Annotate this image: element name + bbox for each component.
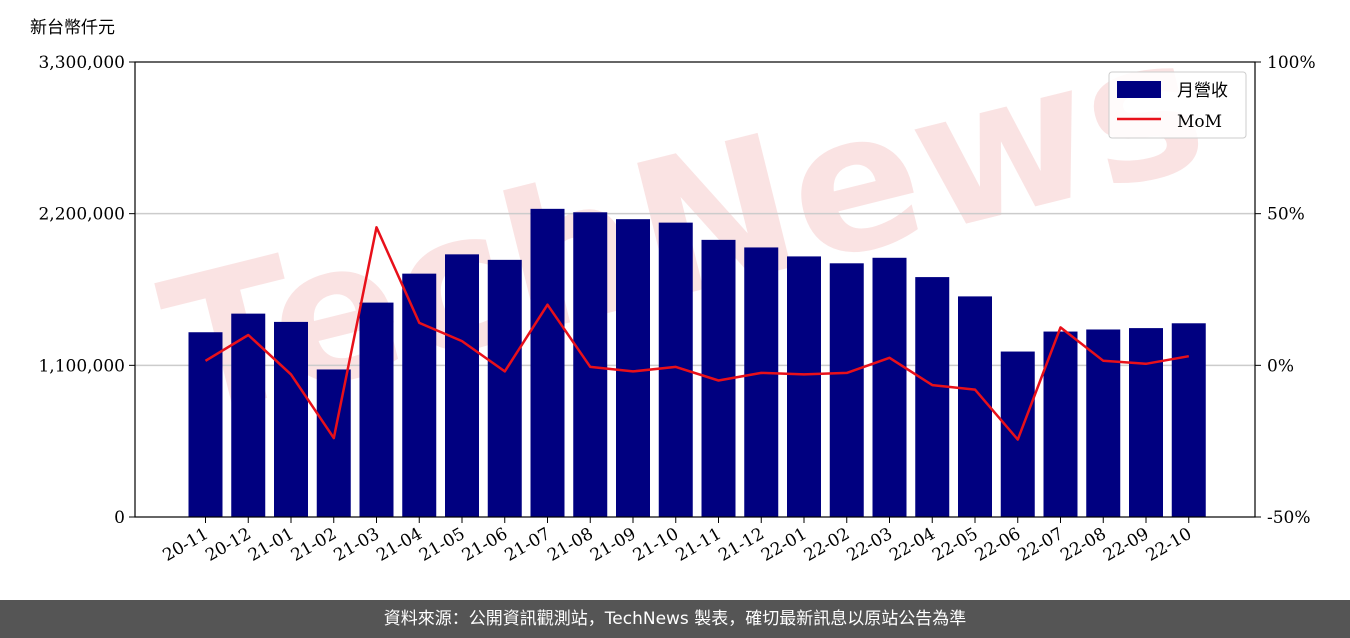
right-tick-label: -50%	[1267, 508, 1311, 528]
revenue-chart: TechNews 新台幣仟元 01,100,0002,200,0003,300,…	[30, 0, 1316, 566]
left-tick-label: 3,300,000	[38, 53, 125, 73]
source-footer: 資料來源：公開資訊觀測站，TechNews 製表，確切最新訊息以原站公告為準	[0, 600, 1350, 638]
revenue-bar	[872, 257, 907, 517]
revenue-bar	[231, 313, 266, 517]
legend-bar-swatch	[1117, 81, 1161, 98]
x-tick-label: 21-01	[245, 524, 297, 566]
legend: 月營收 MoM	[1108, 71, 1247, 139]
x-tick-label: 21-08	[544, 524, 596, 566]
mom-line	[204, 226, 1190, 441]
x-tick-label: 21-09	[587, 524, 639, 566]
revenue-bar	[445, 254, 479, 517]
x-tick-label: 21-07	[502, 524, 554, 566]
x-tick-label: 22-02	[801, 524, 853, 566]
x-tick-label: 22-10	[1143, 524, 1195, 566]
x-tick-label: 22-05	[929, 524, 981, 566]
revenue-bar	[1000, 351, 1035, 517]
revenue-bar	[359, 302, 394, 517]
right-tick-label: 0%	[1267, 356, 1294, 376]
x-tick-label: 22-08	[1057, 524, 1109, 566]
revenue-bar	[744, 247, 779, 518]
x-tick-label: 22-03	[844, 524, 896, 566]
mom-series	[204, 226, 1190, 441]
left-axis: 0 1,100,000 2,200,000 3,300,000	[38, 53, 135, 528]
x-tick-label: 21-06	[459, 524, 511, 566]
x-tick-label: 20-12	[202, 524, 254, 566]
x-tick-label: 20-11	[160, 524, 212, 566]
x-tick-label: 21-03	[331, 524, 383, 566]
x-tick-label: 22-06	[972, 524, 1024, 566]
revenue-bar	[274, 321, 308, 517]
revenue-bar	[1043, 331, 1078, 517]
x-tick-label: 21-05	[416, 524, 468, 566]
x-tick-label: 22-01	[758, 524, 810, 566]
revenue-bar	[487, 259, 522, 517]
left-tick-label: 0	[114, 508, 125, 528]
revenue-bar	[915, 277, 950, 517]
revenue-bar	[316, 369, 351, 517]
revenue-bar	[958, 296, 992, 517]
right-tick-label: 50%	[1267, 205, 1305, 225]
legend-line-label: MoM	[1177, 112, 1222, 132]
revenue-bar	[530, 208, 565, 517]
x-tick-label: 21-11	[673, 524, 725, 566]
revenue-bar	[616, 219, 650, 517]
x-tick-label: 21-04	[373, 524, 425, 566]
revenue-bar	[787, 256, 821, 517]
x-tick-label: 21-12	[715, 524, 767, 566]
legend-bar-label: 月營收	[1177, 81, 1228, 101]
bar-series	[188, 208, 1206, 518]
revenue-bar	[829, 263, 864, 517]
revenue-bar	[1086, 329, 1121, 517]
right-axis: -50% 0% 50% 100%	[1255, 53, 1316, 528]
revenue-bar	[1171, 323, 1206, 517]
x-tick-label: 21-02	[288, 524, 340, 566]
plot-frame	[134, 61, 1256, 518]
x-tick-label: 22-09	[1100, 524, 1152, 566]
revenue-bar	[188, 332, 223, 517]
x-tick-label: 22-04	[886, 524, 938, 566]
revenue-bar	[1129, 328, 1163, 517]
right-tick-label: 100%	[1267, 53, 1316, 73]
x-tick-label: 22-07	[1015, 524, 1067, 566]
x-axis: 20-1120-1221-0121-0221-0321-0421-0521-06…	[160, 517, 1195, 566]
left-tick-label: 1,100,000	[38, 356, 125, 376]
y-axis-unit-label: 新台幣仟元	[30, 18, 115, 38]
x-tick-label: 21-10	[630, 524, 682, 566]
revenue-bar	[402, 273, 437, 517]
left-tick-label: 2,200,000	[38, 205, 125, 225]
